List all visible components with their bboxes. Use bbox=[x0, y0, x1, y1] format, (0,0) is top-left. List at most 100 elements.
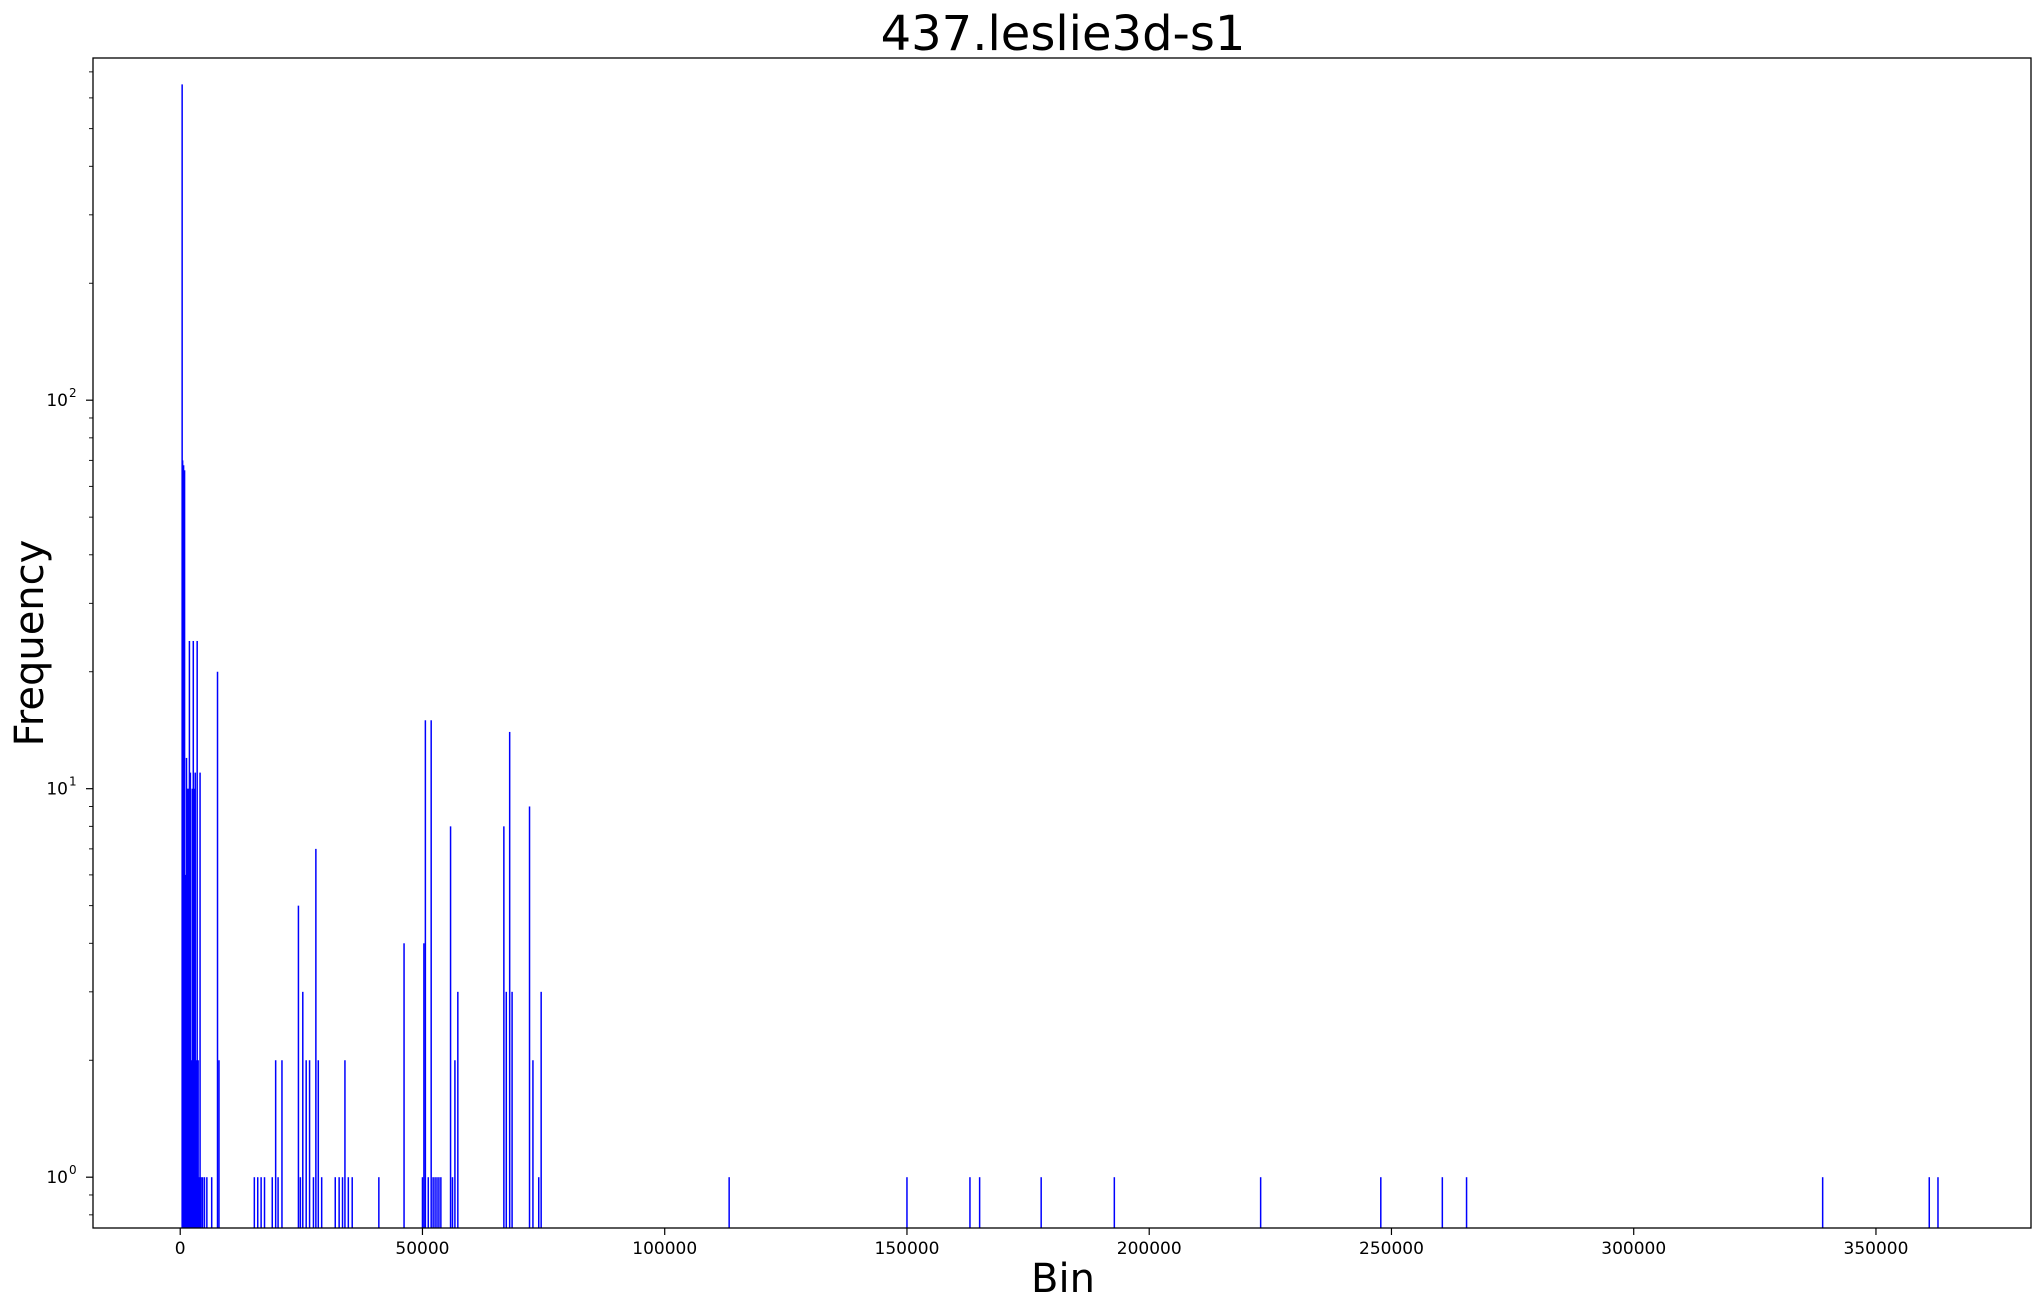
histogram-bar bbox=[440, 1177, 442, 1228]
chart-title: 437.leslie3d-s1 bbox=[881, 6, 1246, 62]
histogram-bar bbox=[432, 1177, 434, 1228]
x-axis-label: Bin bbox=[1031, 1256, 1095, 1302]
histogram-bar bbox=[187, 788, 190, 1228]
y-tick-label: 10 bbox=[46, 391, 68, 411]
histogram-bar bbox=[197, 1060, 199, 1228]
histogram-bar bbox=[434, 1177, 436, 1228]
histogram-bar bbox=[195, 1060, 197, 1228]
histogram-bar bbox=[728, 1177, 730, 1228]
histogram-bar bbox=[201, 1177, 204, 1228]
histogram-bar bbox=[438, 1177, 440, 1228]
histogram-bar bbox=[1821, 1177, 1824, 1228]
histogram-bar bbox=[1259, 1177, 1262, 1228]
histogram-bar bbox=[302, 991, 304, 1228]
histogram-bar bbox=[1040, 1177, 1042, 1228]
histogram-bar bbox=[308, 1060, 311, 1228]
histogram-bar bbox=[1465, 1177, 1468, 1228]
histogram-bar bbox=[216, 671, 219, 1228]
histogram-bar bbox=[305, 1060, 307, 1228]
histogram-bar bbox=[196, 640, 198, 1228]
histogram-bar bbox=[344, 1060, 346, 1228]
histogram-bar bbox=[436, 1177, 438, 1228]
histogram-bar bbox=[423, 943, 425, 1228]
histogram-bar bbox=[299, 1177, 302, 1228]
histogram-bar bbox=[203, 1177, 206, 1228]
histogram-bar bbox=[1928, 1177, 1931, 1228]
histogram-bar bbox=[537, 1177, 540, 1228]
histogram-bar bbox=[191, 788, 194, 1228]
histogram-bar bbox=[193, 788, 196, 1228]
histogram-bar bbox=[194, 772, 196, 1228]
histogram-bar bbox=[1380, 1177, 1382, 1228]
histogram-bar bbox=[508, 731, 511, 1228]
histogram-bar bbox=[347, 1177, 350, 1228]
histogram-bar bbox=[188, 640, 191, 1228]
histogram-bar bbox=[378, 1177, 380, 1228]
x-tick-label: 0 bbox=[175, 1239, 186, 1259]
histogram-bar bbox=[210, 1177, 213, 1228]
histogram-bar bbox=[206, 1177, 208, 1228]
histogram-bar bbox=[260, 1177, 262, 1228]
histogram-bar bbox=[540, 991, 542, 1228]
y-tick-label-exponent: 0 bbox=[69, 1163, 77, 1177]
histogram-bar bbox=[334, 1177, 336, 1228]
histogram-bar bbox=[338, 1177, 340, 1228]
histogram-bar bbox=[256, 1177, 259, 1228]
histogram-bar bbox=[320, 1177, 323, 1228]
histogram-bar bbox=[528, 806, 531, 1228]
histogram-bar bbox=[403, 943, 405, 1228]
histogram-bar bbox=[200, 1177, 202, 1228]
histogram-bar bbox=[182, 465, 185, 1228]
x-tick-label: 100000 bbox=[632, 1239, 697, 1259]
x-tick-label: 200000 bbox=[1117, 1239, 1182, 1259]
histogram-bar bbox=[297, 905, 300, 1228]
x-tick-label: 150000 bbox=[875, 1239, 940, 1259]
histogram-bar bbox=[969, 1177, 971, 1228]
y-tick-label-exponent: 2 bbox=[69, 386, 77, 400]
histogram-bar bbox=[218, 1060, 220, 1228]
histogram-bar bbox=[503, 826, 505, 1228]
histogram-bar bbox=[341, 1177, 344, 1228]
histogram-bar bbox=[1937, 1177, 1939, 1228]
histogram-bar bbox=[199, 772, 201, 1228]
histogram-bar bbox=[317, 1060, 320, 1228]
histogram-bar bbox=[351, 1177, 353, 1228]
histogram-bar bbox=[192, 640, 195, 1228]
histogram-bar bbox=[253, 1177, 256, 1228]
histogram-bar bbox=[186, 788, 189, 1228]
histogram-bar bbox=[1113, 1177, 1116, 1228]
y-tick-label: 10 bbox=[46, 1168, 68, 1188]
histogram-bar bbox=[457, 991, 459, 1228]
histogram-bar bbox=[451, 1177, 454, 1228]
histogram-bar bbox=[312, 1177, 315, 1228]
y-tick-label-exponent: 1 bbox=[69, 775, 77, 789]
histogram-bar bbox=[198, 1177, 200, 1228]
histogram-bar bbox=[271, 1177, 274, 1228]
plot-frame bbox=[92, 57, 2032, 1229]
histogram-bar bbox=[189, 772, 192, 1228]
histogram-bar bbox=[505, 991, 508, 1228]
histogram-bar bbox=[281, 1060, 283, 1228]
histogram-bar bbox=[978, 1177, 981, 1228]
histogram-bar bbox=[185, 757, 188, 1228]
y-axis-label: Frequency bbox=[7, 540, 53, 747]
x-tick-label: 300000 bbox=[1601, 1239, 1666, 1259]
histogram-bar bbox=[532, 1060, 534, 1228]
histogram-bar bbox=[277, 1177, 279, 1228]
histogram-bar bbox=[184, 874, 187, 1228]
histogram-bar bbox=[181, 460, 184, 1228]
histogram-bar bbox=[906, 1177, 908, 1228]
bars-layer bbox=[181, 84, 1939, 1228]
histogram-bar bbox=[263, 1177, 266, 1228]
y-tick-label: 10 bbox=[46, 780, 68, 800]
histogram-bar bbox=[430, 720, 432, 1228]
histogram-bar bbox=[421, 1177, 424, 1228]
x-tick-label: 250000 bbox=[1359, 1239, 1424, 1259]
histogram-bar bbox=[424, 720, 427, 1228]
histogram-bar bbox=[1441, 1177, 1444, 1228]
histogram-bar bbox=[511, 991, 513, 1228]
x-tick-label: 350000 bbox=[1844, 1239, 1909, 1259]
histogram-bar bbox=[274, 1060, 277, 1228]
